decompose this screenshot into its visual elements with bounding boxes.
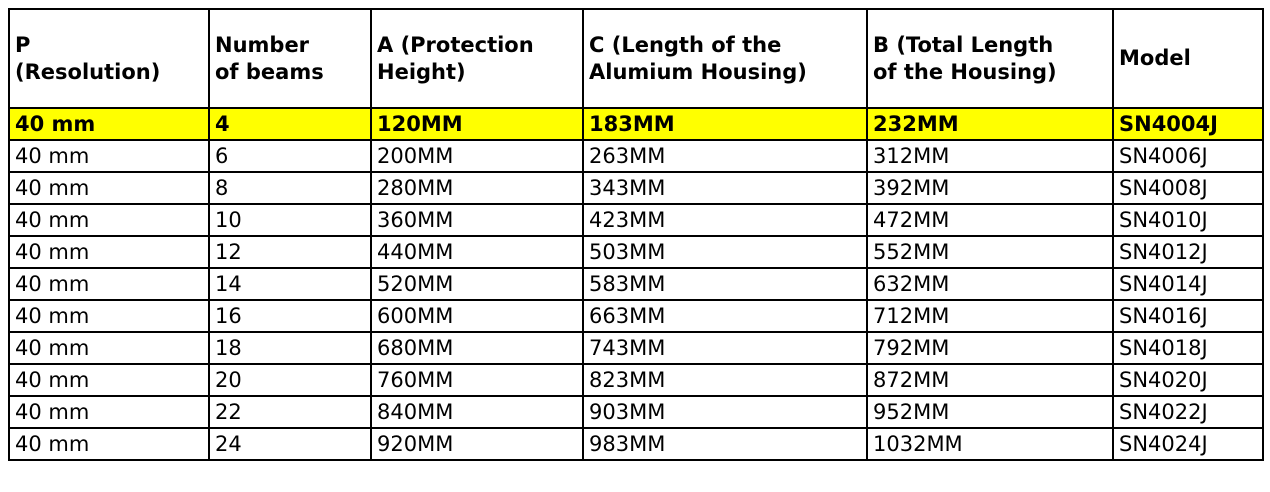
table-row: 40 mm 10 360MM 423MM 472MM SN4010J [8, 203, 1264, 237]
table-cell: 40 mm [8, 267, 210, 301]
table-row: 40 mm 8 280MM 343MM 392MM SN4008J [8, 171, 1264, 205]
spec-table-wrapper: P (Resolution) Number of beams A (Protec… [8, 8, 1264, 461]
table-cell: 232MM [866, 107, 1114, 141]
table-row: 40 mm 16 600MM 663MM 712MM SN4016J [8, 299, 1264, 333]
table-cell: SN4024J [1112, 427, 1264, 461]
table-cell: 20 [208, 363, 372, 397]
table-cell: 503MM [582, 235, 868, 269]
table-cell: 200MM [370, 139, 584, 173]
table-cell: SN4020J [1112, 363, 1264, 397]
table-cell: 360MM [370, 203, 584, 237]
header-cell-total-length: B (Total Length of the Housing) [866, 8, 1114, 109]
header-cell-number-of-beams: Number of beams [208, 8, 372, 109]
table-cell: 40 mm [8, 427, 210, 461]
table-cell: 4 [208, 107, 372, 141]
table-body: 40 mm 4 120MM 183MM 232MM SN4004J 40 mm 6 200MM 2… [8, 107, 1264, 461]
header-cell-model: Model [1112, 8, 1264, 109]
table-cell: 40 mm [8, 395, 210, 429]
table-cell: 743MM [582, 331, 868, 365]
table-cell: 40 mm [8, 203, 210, 237]
table-cell: SN4010J [1112, 203, 1264, 237]
header-cell-housing-length: C (Length of the Alumium Housing) [582, 8, 868, 109]
table-cell: 10 [208, 203, 372, 237]
table-cell: 472MM [866, 203, 1114, 237]
table-cell: SN4014J [1112, 267, 1264, 301]
table-cell: 440MM [370, 235, 584, 269]
table-cell: 983MM [582, 427, 868, 461]
table-cell: 8 [208, 171, 372, 205]
table-cell: SN4022J [1112, 395, 1264, 429]
table-cell: 952MM [866, 395, 1114, 429]
table-cell: 663MM [582, 299, 868, 333]
table-cell: 22 [208, 395, 372, 429]
table-cell: 632MM [866, 267, 1114, 301]
table-row: 40 mm 6 200MM 263MM 312MM SN4006J [8, 139, 1264, 173]
table-row: 40 mm 14 520MM 583MM 632MM SN4014J [8, 267, 1264, 301]
table-cell: 40 mm [8, 331, 210, 365]
table-cell: SN4016J [1112, 299, 1264, 333]
table-cell: 552MM [866, 235, 1114, 269]
table-cell: 392MM [866, 171, 1114, 205]
table-cell: 40 mm [8, 299, 210, 333]
table-cell: 872MM [866, 363, 1114, 397]
table-cell: 680MM [370, 331, 584, 365]
table-cell: SN4006J [1112, 139, 1264, 173]
table-cell: 520MM [370, 267, 584, 301]
table-cell: 312MM [866, 139, 1114, 173]
header-cell-resolution: P (Resolution) [8, 8, 210, 109]
table-cell: 343MM [582, 171, 868, 205]
table-cell: 423MM [582, 203, 868, 237]
table-cell: SN4012J [1112, 235, 1264, 269]
table-cell: 583MM [582, 267, 868, 301]
table-row: 40 mm 22 840MM 903MM 952MM SN4022J [8, 395, 1264, 429]
table-row: 40 mm 12 440MM 503MM 552MM SN4012J [8, 235, 1264, 269]
table-cell: 760MM [370, 363, 584, 397]
table-cell: 183MM [582, 107, 868, 141]
table-cell: 40 mm [8, 363, 210, 397]
table-cell: 903MM [582, 395, 868, 429]
product-spec-table: P (Resolution) Number of beams A (Protec… [8, 8, 1264, 461]
header-cell-protection-height: A (Protection Height) [370, 8, 584, 109]
table-cell: 18 [208, 331, 372, 365]
table-cell: 6 [208, 139, 372, 173]
table-cell: SN4004J [1112, 107, 1264, 141]
table-cell: SN4008J [1112, 171, 1264, 205]
table-cell: 40 mm [8, 171, 210, 205]
table-row: 40 mm 18 680MM 743MM 792MM SN4018J [8, 331, 1264, 365]
table-cell: 40 mm [8, 107, 210, 141]
table-cell: 263MM [582, 139, 868, 173]
header-row: P (Resolution) Number of beams A (Protec… [8, 8, 1264, 109]
table-cell: 823MM [582, 363, 868, 397]
table-cell: 12 [208, 235, 372, 269]
table-row-highlighted: 40 mm 4 120MM 183MM 232MM SN4004J [8, 107, 1264, 141]
table-cell: 40 mm [8, 235, 210, 269]
table-cell: 1032MM [866, 427, 1114, 461]
table-cell: 120MM [370, 107, 584, 141]
table-cell: 40 mm [8, 139, 210, 173]
table-cell: 16 [208, 299, 372, 333]
table-cell: 24 [208, 427, 372, 461]
table-row: 40 mm 24 920MM 983MM 1032MM SN4024J [8, 427, 1264, 461]
table-cell: 280MM [370, 171, 584, 205]
table-cell: 792MM [866, 331, 1114, 365]
table-cell: 712MM [866, 299, 1114, 333]
table-row: 40 mm 20 760MM 823MM 872MM SN4020J [8, 363, 1264, 397]
table-cell: 14 [208, 267, 372, 301]
table-cell: 840MM [370, 395, 584, 429]
table-cell: 920MM [370, 427, 584, 461]
table-header: P (Resolution) Number of beams A (Protec… [8, 8, 1264, 109]
table-cell: SN4018J [1112, 331, 1264, 365]
table-cell: 600MM [370, 299, 584, 333]
